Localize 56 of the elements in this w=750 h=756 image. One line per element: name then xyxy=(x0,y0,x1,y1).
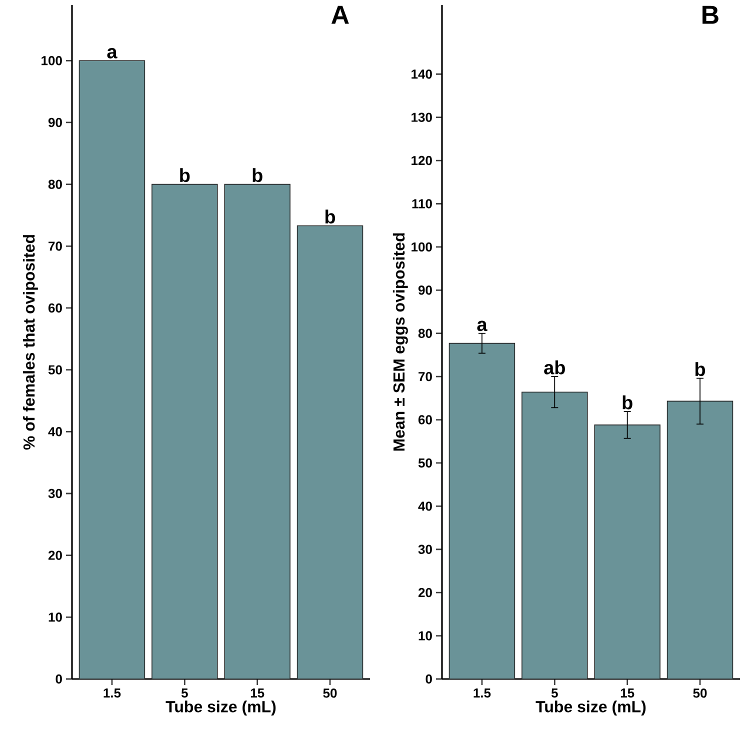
y-tick-label: 10 xyxy=(48,612,62,622)
bar xyxy=(78,60,146,680)
y-tick-label: 60 xyxy=(418,415,432,424)
bar xyxy=(448,342,516,680)
y-tick-label: 60 xyxy=(48,303,62,313)
y-tick-label: 130 xyxy=(412,112,432,122)
y-tick-label: 30 xyxy=(418,544,432,554)
y-tick-label: 110 xyxy=(412,199,432,208)
y-tick-label: 50 xyxy=(48,365,62,374)
x-axis-title: Tube size (mL) xyxy=(166,700,276,716)
y-tick-label: 40 xyxy=(48,427,62,436)
y-tick-label: 30 xyxy=(48,488,62,498)
annotation: a xyxy=(107,48,118,58)
y-tick-label: 50 xyxy=(418,458,432,468)
y-tick-label: 0 xyxy=(426,674,432,684)
y-tick-label: 80 xyxy=(418,328,432,338)
bar xyxy=(666,400,734,680)
y-tick-label: 0 xyxy=(56,674,62,684)
annotation: ab xyxy=(544,360,565,374)
x-tick-label: 1.5 xyxy=(474,688,491,698)
y-tick-label: 90 xyxy=(418,286,432,295)
y-tick-label: 140 xyxy=(412,70,432,79)
chart-title: A xyxy=(331,6,349,24)
annotation: a xyxy=(477,320,488,332)
bar xyxy=(296,225,364,680)
y-tick-label: 90 xyxy=(48,118,62,128)
bar xyxy=(522,392,588,680)
annotation: b xyxy=(180,168,190,182)
bar xyxy=(224,184,290,680)
y-axis-title: % of females that oviposited xyxy=(23,235,38,450)
y-tick-label: 20 xyxy=(418,588,432,598)
y-tick-label: 70 xyxy=(418,372,432,382)
chart-title: B xyxy=(702,6,718,24)
y-tick-label: 10 xyxy=(418,631,432,640)
y-tick-label: 80 xyxy=(48,180,62,189)
y-axis-title: Mean ± SEM eggs oviposited xyxy=(392,233,408,451)
y-tick-label: 100 xyxy=(412,242,432,252)
x-tick-label: 50 xyxy=(323,688,337,698)
y-tick-label: 40 xyxy=(418,502,432,511)
x-tick-label: 5 xyxy=(181,688,188,698)
x-tick-label: 5 xyxy=(551,688,558,698)
bar xyxy=(152,184,218,680)
x-axis-title: Tube size (mL) xyxy=(536,700,646,716)
x-tick-label: 15 xyxy=(250,688,264,698)
annotation: b xyxy=(252,168,262,182)
y-tick-label: 70 xyxy=(48,242,62,251)
x-tick-label: 15 xyxy=(620,688,634,698)
annotation: b xyxy=(622,395,632,410)
y-tick-label: 100 xyxy=(42,56,62,66)
y-tick-label: 120 xyxy=(412,156,432,166)
x-tick-label: 50 xyxy=(693,688,707,698)
bar xyxy=(594,424,660,680)
y-tick-label: 20 xyxy=(48,550,62,560)
annotation: b xyxy=(325,210,336,224)
annotation: b xyxy=(695,362,706,376)
x-tick-label: 1.5 xyxy=(104,688,121,698)
